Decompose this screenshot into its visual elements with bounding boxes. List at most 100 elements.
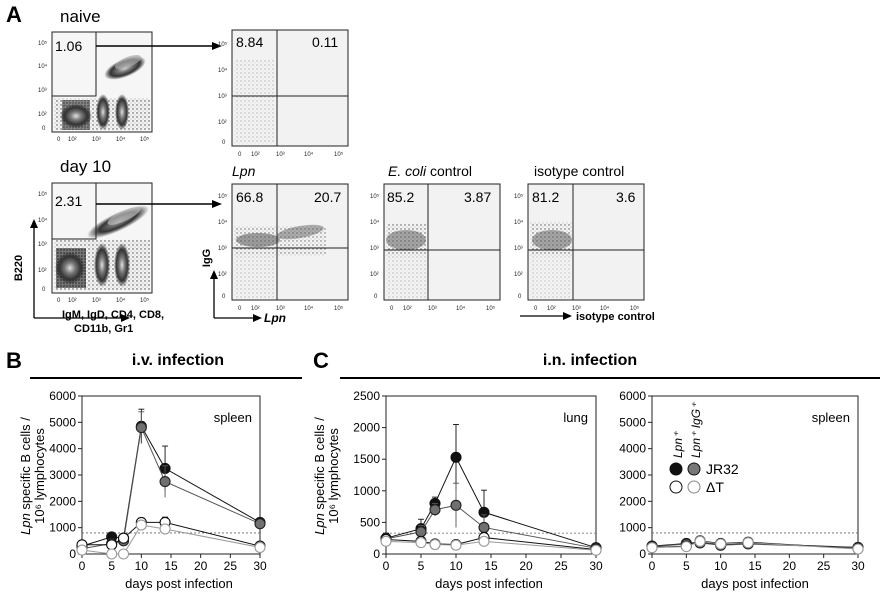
x-tick-label: 15 [484, 559, 498, 573]
y-tick: 0 [42, 287, 46, 293]
x-tick: 10² [68, 298, 77, 304]
chart-ylabel-line2: 10⁶ lymphocytes [326, 428, 341, 524]
data-point [159, 476, 171, 488]
chart-ylabel-line2: 10⁶ lymphocytes [32, 428, 47, 524]
x-tick: 0 [57, 298, 61, 304]
day10-gate-ticks: 10⁵ 10⁴ 10³ 10² 0 0 10² 10³ 10⁴ 10⁵ [38, 191, 150, 304]
legend-col2-label: Lpn⁺ IgG⁺ [689, 401, 703, 458]
data-point [852, 543, 864, 555]
y-tick-label: 6000 [49, 389, 76, 403]
y-tick: 10⁴ [514, 219, 524, 226]
legend-row1-label: JR32 [706, 461, 739, 477]
iso-x-label: isotype control [576, 311, 655, 323]
chart-1: 0 500 1000 1500 2000 2500 0 5 10 15 20 25 30 lung [353, 389, 603, 573]
chart-2: 0 1000 2000 3000 4000 5000 6000 0 5 10 15 20 25 30 spl… [619, 389, 865, 573]
data-point [380, 535, 392, 547]
y-tick-label: 3000 [619, 468, 646, 482]
y-tick-label: 500 [360, 515, 380, 529]
series-line [651, 542, 859, 549]
x-tick-label: 30 [851, 559, 865, 573]
x-tick-label: 10 [449, 559, 463, 573]
x-tick-label: 0 [383, 559, 390, 573]
y-tick: 10⁴ [218, 67, 228, 74]
y-tick-label: 1000 [49, 521, 76, 535]
arrow-head-icon [212, 200, 222, 208]
x-tick-label: 20 [519, 559, 533, 573]
lpn-x-label: Lpn [264, 311, 286, 325]
x-tick: 10⁵ [140, 297, 150, 304]
panel-letter-b: B [6, 348, 22, 373]
y-tick-label: 1000 [353, 484, 380, 498]
y-tick-label: 4000 [49, 442, 76, 456]
x-tick: 10² [251, 306, 260, 312]
x-tick-label: 15 [748, 559, 762, 573]
y-tick: 10⁴ [38, 217, 48, 224]
quadrant-ul-value: 66.8 [236, 189, 263, 205]
chart-xlabel: days post infection [435, 576, 543, 591]
y-tick: 10² [38, 268, 47, 274]
x-tick-label: 0 [79, 559, 86, 573]
data-point [694, 535, 706, 547]
x-tick: 10⁴ [456, 305, 466, 312]
x-tick-label: 15 [164, 559, 178, 573]
data-point [254, 518, 266, 530]
x-tick-label: 30 [253, 559, 267, 573]
y-tick: 0 [374, 294, 378, 300]
day10-gate-plot: 2.31 [51, 182, 153, 294]
isotype-quadrant-plot: 81.2 3.6 [527, 183, 645, 301]
x-tick: 10² [547, 306, 556, 312]
quadrant-ul-value: 8.84 [236, 34, 263, 50]
legend-marker-jr32-lpn [669, 462, 683, 476]
arrow-head-icon [563, 312, 572, 320]
x-tick: 10⁴ [116, 297, 126, 304]
data-point [429, 538, 441, 551]
data-point [117, 532, 130, 544]
chart-title: spleen [812, 410, 850, 425]
x-tick: 10⁴ [304, 151, 314, 158]
plot-header: E. coli control [388, 163, 472, 179]
y-tick: 10⁵ [38, 191, 48, 198]
y-tick: 10⁴ [218, 219, 228, 226]
y-tick-label: 1500 [353, 452, 380, 466]
gate-x-label-line2: CD11b, Gr1 [74, 323, 133, 335]
x-tick: 10⁵ [334, 305, 344, 312]
series-line [385, 537, 597, 551]
y-tick: 10⁵ [370, 193, 380, 200]
data-point [680, 541, 692, 553]
x-tick: 10³ [92, 298, 101, 304]
y-tick: 10³ [370, 246, 379, 252]
gate-y-label: B220 [13, 255, 25, 281]
data-point [135, 422, 147, 434]
y-tick-label: 4000 [619, 442, 646, 456]
x-tick-label: 30 [589, 559, 603, 573]
naive-gate-ticks: 10⁵ 10⁴ 10³ 10² 0 0 10² 10³ 10⁴ 10⁵ [38, 40, 150, 143]
chart-title: spleen [214, 410, 252, 425]
row-label-naive: naive [60, 7, 101, 26]
data-point [415, 537, 427, 549]
chart-xlabel: days post infection [701, 576, 809, 591]
x-tick-label: 0 [649, 559, 656, 573]
x-tick-label: 5 [683, 559, 690, 573]
gate-x-label-line1: IgM, IgD, CD4, CD8, [62, 309, 164, 321]
y-tick-label: 0 [639, 547, 646, 561]
data-point [106, 548, 118, 560]
lpn-quadrant-plot: 66.8 20.7 [231, 183, 349, 301]
y-tick: 10⁵ [218, 41, 228, 48]
series-line [385, 540, 597, 551]
igg-y-label: IgG [201, 249, 213, 267]
y-tick: 10⁵ [514, 193, 524, 200]
data-point [135, 519, 147, 531]
y-tick: 10⁴ [370, 219, 380, 226]
x-tick: 10³ [276, 306, 285, 312]
y-tick: 10² [218, 272, 227, 278]
x-tick-label: 25 [554, 559, 568, 573]
quadrant-ticks: 10⁵ 10⁴ 10³ 10² 0 0 10² 10³ 10⁴ 10⁵ 10⁵ … [218, 193, 640, 312]
x-tick-label: 20 [783, 559, 797, 573]
x-tick: 10⁴ [304, 305, 314, 312]
data-point [254, 541, 266, 553]
quadrant-ur-value: 3.6 [616, 189, 636, 205]
y-tick: 10² [370, 272, 379, 278]
quadrant-ul-value: 85.2 [387, 189, 414, 205]
plot-header: isotype control [534, 163, 624, 179]
y-tick-label: 5000 [619, 415, 646, 429]
